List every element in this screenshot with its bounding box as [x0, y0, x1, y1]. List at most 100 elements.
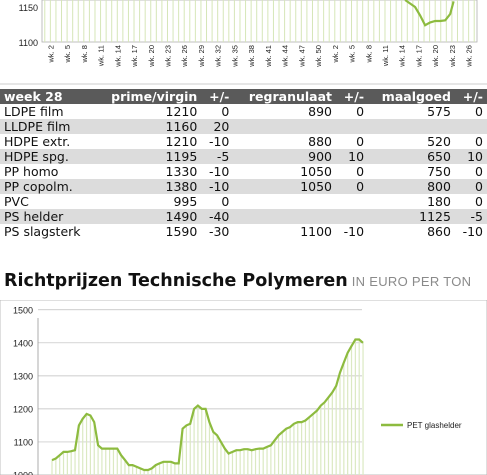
header-regranulaat: regranulaat	[233, 89, 337, 104]
table-row: HDPE spg. 1195 -5 900 10 650 10	[0, 149, 487, 164]
top-chart-x-tick: wk. 41	[264, 45, 273, 68]
table-cell: 1050	[233, 179, 337, 194]
table-cell: 0	[221, 104, 230, 119]
top-chart-x-tick: wk. 44	[281, 45, 290, 68]
table-cell: 0	[221, 194, 230, 209]
table-cell: 880	[308, 134, 333, 149]
y-tick-label: 1000	[13, 471, 33, 475]
table-cell: 1125	[368, 209, 455, 224]
table-cell: 0	[356, 104, 365, 119]
table-row-label: PS helder	[0, 209, 96, 224]
table-cell: 0	[336, 179, 369, 194]
table-row: PP copolm. 1380 -10 1050 0 800 0	[0, 179, 487, 194]
table-cell: 1490	[95, 209, 202, 224]
header-prime-change: +/-	[201, 89, 234, 104]
table-cell: -40	[201, 209, 234, 224]
top-chart-series-line	[404, 0, 455, 27]
table-cell: 0	[475, 104, 483, 119]
top-price-chart: 1150 1100 wk. 2 wk. 5 wk. 8 wk. 11 wk. 14 wk. …	[0, 0, 487, 86]
top-chart-x-tick: wk. 38	[247, 45, 256, 68]
table-cell: -30	[208, 224, 230, 239]
table-cell: 180	[427, 194, 451, 209]
top-chart-x-tick: wk. 5	[63, 45, 72, 64]
table-cell: 520	[427, 134, 451, 149]
table-header-row: week 28 prime/virgin +/- regranulaat +/-…	[0, 89, 487, 104]
table-row: PS helder 1490 -40 1125 -5	[0, 209, 487, 224]
top-chart-x-tick: wk. 20	[431, 45, 440, 68]
top-chart-x-tick: wk. 14	[398, 45, 407, 68]
table-cell: 0	[475, 194, 483, 209]
table-cell: 1330	[165, 164, 198, 179]
top-chart-y-tick: 1150	[19, 3, 38, 13]
table-cell	[233, 194, 336, 209]
table-cell	[233, 209, 337, 224]
table-cell: -10	[208, 164, 230, 179]
header-regranulaat-change: +/-	[336, 89, 369, 104]
top-chart-x-tick: wk. 8	[364, 45, 373, 64]
table-cell	[368, 119, 455, 134]
table-cell: -10	[343, 224, 365, 239]
table-row: PP homo 1330 -10 1050 0 750 0	[0, 164, 487, 179]
top-chart-x-tick: wk. 17	[130, 45, 139, 68]
table-cell: -10	[462, 224, 483, 239]
table-cell: 750	[427, 164, 451, 179]
table-cell: 20	[201, 119, 234, 134]
top-chart-x-tick: wk. 20	[147, 45, 156, 68]
top-chart-x-tick: wk. 26	[180, 45, 189, 68]
table-cell: -10	[208, 134, 230, 149]
table-cell: 1210	[165, 134, 198, 149]
top-chart-x-tick: wk. 47	[297, 45, 306, 68]
top-chart-x-tick: wk. 5	[348, 45, 357, 64]
legend-label: PET glashelder	[407, 421, 462, 430]
table-cell: 900	[233, 149, 337, 164]
table-cell: -5	[454, 209, 487, 224]
table-cell: 860	[427, 224, 451, 239]
table-row-label: LDPE film	[4, 104, 64, 119]
table-row: PS slagsterk 1590 -30 1100 -10 860 -10	[0, 224, 487, 239]
table-cell: 0	[454, 179, 487, 194]
top-chart-x-tick: wk. 23	[163, 45, 172, 68]
top-chart-x-tick: wk. 32	[214, 45, 223, 68]
top-chart-x-tick: wk. 35	[230, 45, 239, 68]
table-cell: 10	[336, 149, 369, 164]
header-prime-virgin: prime/virgin	[95, 89, 202, 104]
table-row-label: HDPE spg.	[0, 149, 96, 164]
y-tick-label: 1500	[13, 305, 33, 315]
table-row-label: PS slagsterk	[4, 224, 81, 239]
y-tick-label: 1300	[13, 371, 33, 381]
table-cell: 1195	[95, 149, 202, 164]
table-cell: 800	[368, 179, 455, 194]
table-cell: 1160	[95, 119, 202, 134]
top-chart-y-tick: 1100	[19, 38, 38, 48]
table-row: LLDPE film 1160 20	[0, 119, 487, 134]
table-cell: -5	[201, 149, 234, 164]
table-cell: 1210	[165, 104, 198, 119]
table-row-label: HDPE extr.	[4, 134, 71, 149]
header-maalgoed-change: +/-	[454, 89, 487, 104]
top-chart-x-tick: wk. 8	[80, 45, 89, 64]
y-tick-label: 1100	[14, 437, 33, 447]
table-row: HDPE extr. 1210 -10 880 0 520 0	[0, 134, 487, 149]
table-cell: 0	[475, 164, 483, 179]
top-chart-x-tick: wk. 14	[113, 45, 122, 68]
table-row-label: PVC	[4, 194, 29, 209]
top-chart-x-tick: wk. 2	[331, 45, 340, 64]
table-cell: 890	[308, 104, 333, 119]
table-row: LDPE film 1210 0 890 0 575 0	[0, 104, 487, 119]
table-cell: 1380	[95, 179, 202, 194]
table-row: PVC 995 0 180 0	[0, 194, 487, 209]
table-cell: 995	[173, 194, 198, 209]
top-chart-x-tick: wk. 2	[46, 45, 55, 64]
table-row-label: LLDPE film	[0, 119, 96, 134]
table-cell: 1100	[300, 224, 333, 239]
top-chart-x-tick: wk. 50	[314, 45, 323, 68]
section-title: Richtprijzen Technische Polymeren IN EURO…	[4, 271, 471, 291]
section-title-subtitle: IN EURO PER TON	[351, 274, 472, 289]
pet-price-chart: 1500 1400 1300 1200 1100 1000 PET glashelder	[0, 300, 487, 475]
price-table: week 28 prime/virgin +/- regranulaat +/-…	[0, 89, 487, 239]
table-cell	[336, 209, 369, 224]
table-cell	[454, 119, 487, 134]
table-cell: 650	[368, 149, 455, 164]
y-tick-label: 1200	[13, 404, 33, 414]
table-cell: 0	[475, 134, 483, 149]
